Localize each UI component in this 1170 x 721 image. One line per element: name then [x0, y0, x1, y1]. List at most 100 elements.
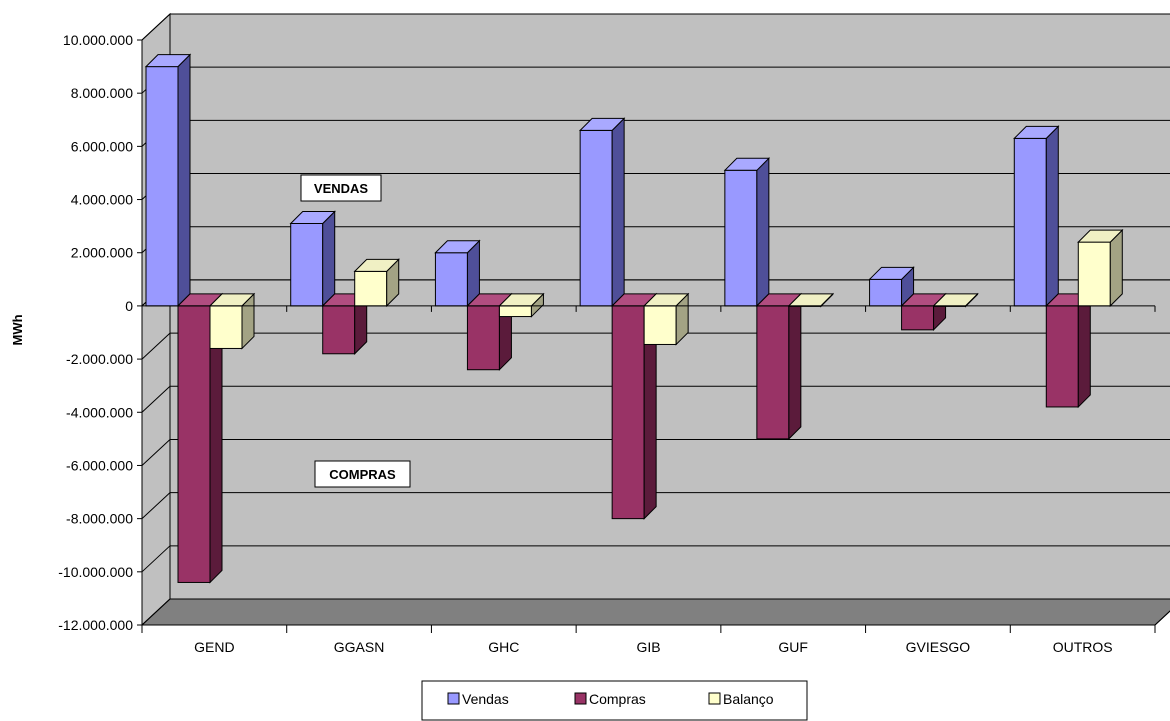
bar-compras-gib [610, 292, 658, 520]
y-tick-label: -4.000.000 [66, 404, 133, 420]
legend-label-balanco: Balanço [723, 691, 774, 707]
bar-vendas-gib [578, 117, 626, 308]
bar-front [1077, 241, 1111, 307]
bar-compras-outros [1045, 292, 1092, 409]
bar-front [756, 305, 790, 440]
bar-top [1077, 229, 1124, 243]
gridline-side [141, 13, 171, 41]
x-tick-label-guf: GUF [778, 639, 808, 655]
bar-balanco-outros [1077, 228, 1124, 308]
bar-top [353, 258, 400, 272]
gridline-side [141, 439, 171, 466]
y-tick-label: 0 [125, 298, 133, 314]
bar-top [723, 157, 771, 171]
bar-top [289, 210, 336, 224]
y-tick-label: -2.000.000 [66, 351, 133, 367]
bar-top [578, 117, 626, 131]
y-tick-label: 8.000.000 [71, 85, 133, 101]
bar-top [434, 240, 481, 254]
bar-front [724, 169, 758, 307]
bar-front [643, 305, 677, 345]
x-tick-label-gviesgo: GVIESGO [906, 639, 971, 655]
bar-side [1109, 228, 1123, 308]
legend-item-compras: Compras [574, 691, 646, 707]
bar-balanco-gib [642, 292, 690, 346]
x-tick-label-outros: OUTROS [1053, 639, 1113, 655]
bar-front [322, 305, 356, 355]
bar-top [144, 54, 192, 68]
x-tick-label-ggasn: GGASN [334, 639, 385, 655]
bar-front [466, 305, 500, 371]
bar-side [1077, 292, 1091, 409]
x-axis: GEND GGASN GHC GIB GUF GVIESGO OUTROS [141, 305, 1170, 655]
bar-top [868, 266, 915, 280]
gridline-side [141, 385, 171, 413]
y-tick-label: -8.000.000 [66, 511, 133, 527]
legend: Vendas Compras Balanço [421, 680, 808, 721]
legend-item-vendas: Vendas [447, 691, 509, 707]
bar-side [756, 157, 770, 308]
bar-front [145, 66, 179, 307]
bar-vendas-ghc [434, 239, 481, 308]
legend-box [421, 680, 808, 721]
x-tick-label-ghc: GHC [488, 639, 519, 655]
y-tick-label: 10.000.000 [63, 32, 133, 48]
bar-front [901, 305, 935, 331]
bar-front [434, 252, 468, 307]
bar-balanco-gend [208, 292, 256, 350]
annotation-compras: COMPRAS [314, 460, 411, 488]
floor [140, 598, 1170, 626]
bar-front [290, 222, 324, 307]
gridline-side [141, 492, 171, 520]
bar-side [1045, 125, 1059, 308]
bar-front [1045, 305, 1079, 408]
y-tick-label: -6.000.000 [66, 457, 133, 473]
legend-swatch-balanco [708, 692, 721, 705]
floor-edge [1154, 610, 1170, 626]
x-tick-label-gib: GIB [636, 639, 660, 655]
annotation-vendas-box [300, 174, 382, 202]
bar-side [177, 53, 191, 308]
gridline-side [141, 545, 171, 573]
annotation-compras-box [314, 460, 411, 488]
bar-side [788, 292, 802, 441]
legend-label-vendas: Vendas [462, 691, 509, 707]
bar-vendas-ggasn [289, 210, 336, 308]
bar-vendas-outros [1013, 125, 1060, 308]
y-axis-title: MWh [10, 314, 25, 345]
gridline-side [141, 332, 171, 360]
bar-vendas-gend [144, 53, 192, 308]
bar-front [869, 278, 903, 307]
y-tick-label: 2.000.000 [71, 245, 133, 261]
bar-compras-gviesgo [900, 292, 947, 332]
gridline-side [141, 598, 171, 626]
bar-vendas-guf [723, 157, 771, 308]
y-tick-label: -10.000.000 [58, 564, 133, 580]
bar-side [611, 117, 625, 308]
bar-front [177, 305, 211, 583]
bar-front [498, 305, 532, 318]
y-tick-label: -12.000.000 [58, 617, 133, 633]
legend-swatch-vendas [447, 692, 460, 705]
bar-front [579, 129, 613, 307]
legend-label-compras: Compras [589, 691, 646, 707]
bar-side [322, 210, 336, 308]
bar-balanco-ggasn [353, 258, 400, 308]
y-tick-label: 6.000.000 [71, 138, 133, 154]
annotation-vendas-text: VENDAS [314, 181, 369, 196]
annotation-vendas: VENDAS [300, 174, 382, 202]
bar-front [354, 270, 388, 307]
legend-item-balanco: Balanço [708, 691, 774, 707]
bar-front [209, 305, 243, 349]
legend-swatch-compras [574, 692, 587, 705]
x-tick-label-gend: GEND [194, 639, 234, 655]
bar-compras-guf [755, 292, 803, 441]
bars [144, 53, 1124, 584]
y-axis: 10.000.000 8.000.000 6.000.000 4.000.000 2.0… [58, 32, 143, 633]
bar-front [611, 305, 645, 520]
y-tick-label: 4.000.000 [71, 192, 133, 208]
bar-front [1013, 137, 1047, 307]
annotation-compras-text: COMPRAS [329, 467, 396, 482]
bar-top [1013, 125, 1060, 139]
